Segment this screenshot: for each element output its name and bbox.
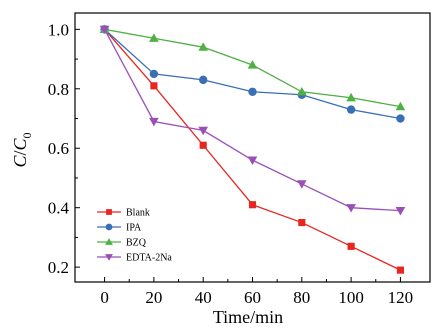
legend-label: EDTA-2Na bbox=[126, 253, 172, 264]
y-axis-title-base: C bbox=[10, 137, 30, 150]
x-tick-label: 40 bbox=[195, 288, 212, 307]
data-point bbox=[395, 207, 406, 216]
data-point bbox=[198, 126, 209, 136]
legend-marker bbox=[105, 254, 113, 261]
x-axis-title: Time/min bbox=[213, 307, 283, 327]
data-point bbox=[99, 25, 110, 35]
x-tick-label: 60 bbox=[244, 288, 261, 307]
legend-label: Blank bbox=[126, 208, 150, 219]
y-tick-label: 0.2 bbox=[48, 258, 69, 277]
x-tick-label: 0 bbox=[100, 288, 109, 307]
series-bzq bbox=[99, 24, 406, 111]
y-tick-label: 0.8 bbox=[48, 80, 69, 99]
data-point bbox=[346, 105, 356, 114]
legend-label: IPA bbox=[126, 223, 142, 234]
y-tick-label: 0.4 bbox=[48, 199, 70, 218]
legend-marker bbox=[105, 238, 113, 245]
data-point bbox=[198, 75, 208, 85]
data-point bbox=[198, 42, 209, 51]
x-tick-label: 100 bbox=[338, 288, 364, 307]
data-point bbox=[347, 242, 355, 250]
data-point bbox=[149, 69, 159, 79]
series-layer bbox=[99, 24, 406, 274]
data-point bbox=[247, 60, 258, 69]
x-tick-label: 80 bbox=[293, 288, 310, 307]
series-line bbox=[104, 28, 401, 120]
legend-marker bbox=[106, 209, 112, 215]
legend-entry: BZQ bbox=[97, 238, 147, 249]
data-point bbox=[150, 82, 158, 90]
data-point bbox=[396, 114, 405, 123]
series-line bbox=[104, 29, 401, 212]
data-point bbox=[395, 101, 406, 111]
data-point bbox=[199, 141, 207, 149]
x-tick-label: 120 bbox=[388, 288, 414, 307]
data-point bbox=[149, 33, 159, 42]
data-point bbox=[248, 201, 257, 209]
series-edta-2na bbox=[99, 25, 406, 216]
x-axis: 0 20 40 60 80 100 120 bbox=[100, 277, 413, 307]
legend-marker bbox=[105, 223, 113, 231]
data-point bbox=[247, 156, 258, 165]
y-axis: 0.2 0.4 0.6 0.8 1.0 bbox=[48, 20, 80, 277]
data-point bbox=[296, 86, 307, 96]
data-point bbox=[396, 266, 404, 274]
y-axis-title-separator: / bbox=[10, 150, 30, 155]
legend: Blank IPA BZQ EDTA-2Na bbox=[97, 208, 172, 264]
y-tick-label: 0.6 bbox=[48, 139, 69, 158]
data-point bbox=[346, 92, 356, 102]
data-point bbox=[298, 218, 306, 227]
x-tick-label: 20 bbox=[145, 288, 162, 307]
y-tick-label: 1.0 bbox=[48, 20, 69, 39]
y-axis-title: C/C0 bbox=[10, 132, 34, 167]
data-point bbox=[296, 180, 307, 189]
legend-entry: Blank bbox=[97, 208, 150, 219]
legend-label: BZQ bbox=[126, 238, 147, 249]
data-point bbox=[346, 204, 356, 213]
legend-entry: EDTA-2Na bbox=[97, 253, 172, 264]
y-axis-title-subscript: 0 bbox=[20, 132, 34, 138]
legend-entry: IPA bbox=[97, 223, 142, 234]
data-point bbox=[248, 87, 257, 96]
y-axis-title-main: C bbox=[10, 155, 30, 168]
data-point bbox=[149, 117, 159, 127]
